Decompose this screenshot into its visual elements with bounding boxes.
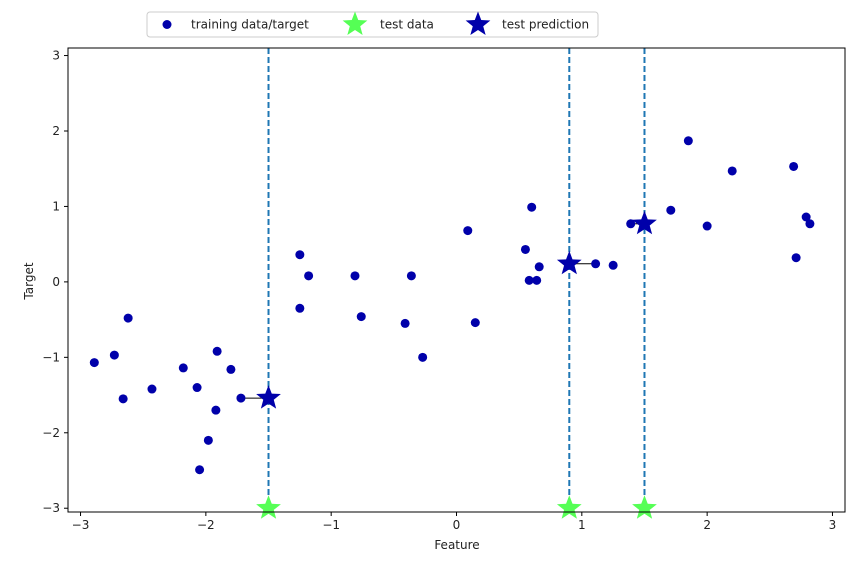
training-point-33 — [702, 221, 712, 231]
training-point-24 — [524, 275, 534, 285]
legend-label-2: test prediction — [502, 18, 589, 32]
series-1 — [256, 495, 657, 519]
test-prediction-star-2 — [632, 210, 657, 235]
y-tick-label-3: 0 — [52, 275, 60, 289]
y-axis-label: Target — [22, 262, 36, 300]
x-tick-label-2: −1 — [322, 518, 340, 532]
x-tick-label-3: 0 — [453, 518, 461, 532]
training-point-36 — [791, 253, 801, 263]
x-tick-label-5: 2 — [703, 518, 711, 532]
y-tick-label-1: −2 — [42, 426, 60, 440]
training-point-9 — [211, 405, 221, 415]
legend-marker-0 — [162, 20, 172, 29]
training-point-6 — [192, 383, 202, 393]
training-point-37 — [801, 212, 811, 222]
training-point-35 — [789, 161, 799, 171]
x-tick-label-1: −2 — [197, 518, 215, 532]
training-point-26 — [532, 275, 542, 285]
training-point-10 — [212, 346, 222, 356]
training-point-32 — [683, 136, 693, 146]
training-point-28 — [591, 259, 601, 269]
legend: training data/target test data test predic… — [146, 11, 599, 38]
x-tick-label-6: 3 — [829, 518, 837, 532]
training-point-7 — [195, 465, 205, 475]
training-point-27 — [534, 262, 544, 272]
plot-frame — [67, 47, 846, 513]
training-point-0 — [89, 358, 99, 368]
legend-label-1: test data — [380, 18, 434, 32]
legend-frame — [146, 11, 599, 38]
series-2 — [256, 210, 657, 409]
y-tick-label-6: 3 — [52, 49, 60, 63]
training-point-16 — [350, 271, 360, 281]
test-prediction-star-1 — [556, 250, 582, 275]
training-point-30 — [626, 219, 636, 229]
training-point-25 — [527, 202, 537, 212]
test-data-star-2 — [632, 495, 657, 519]
y-tick-label-5: 2 — [52, 124, 60, 138]
training-point-19 — [406, 271, 416, 281]
training-point-12 — [236, 393, 246, 403]
plot-layer — [89, 48, 815, 519]
series-0 — [89, 136, 815, 475]
training-point-3 — [123, 313, 133, 323]
training-point-38 — [805, 219, 815, 229]
test-prediction-star-0 — [256, 385, 281, 409]
training-point-2 — [118, 394, 128, 404]
y-tick-label-4: 1 — [52, 199, 60, 213]
x-tick-label-0: −3 — [72, 518, 90, 532]
training-point-22 — [470, 318, 480, 328]
training-point-29 — [608, 260, 618, 270]
training-point-11 — [226, 364, 236, 374]
training-point-14 — [295, 303, 305, 313]
training-point-18 — [400, 318, 410, 328]
test-data-star-1 — [556, 495, 582, 519]
training-point-8 — [203, 435, 213, 445]
training-point-34 — [727, 166, 737, 176]
y-tick-label-2: −1 — [42, 350, 60, 364]
training-point-31 — [666, 205, 676, 215]
training-point-23 — [520, 244, 530, 254]
axes-layer: −3 −2 −1 0 1 2 3 −3 −2 −1 0 1 2 3 — [42, 47, 846, 532]
y-tick-label-0: −3 — [42, 501, 60, 515]
training-point-15 — [304, 271, 314, 281]
training-point-21 — [463, 226, 473, 236]
test-data-star-0 — [256, 495, 281, 519]
legend-marker-2 — [465, 11, 491, 36]
training-point-17 — [356, 312, 366, 322]
x-axis-label: Feature — [434, 538, 479, 552]
x-tick-label-4: 1 — [578, 518, 586, 532]
training-point-4 — [147, 384, 157, 394]
training-point-20 — [418, 352, 428, 362]
training-point-5 — [178, 363, 188, 373]
training-point-1 — [109, 350, 119, 360]
training-point-13 — [295, 250, 305, 260]
legend-marker-1 — [342, 11, 368, 36]
legend-label-0: training data/target — [191, 18, 309, 32]
